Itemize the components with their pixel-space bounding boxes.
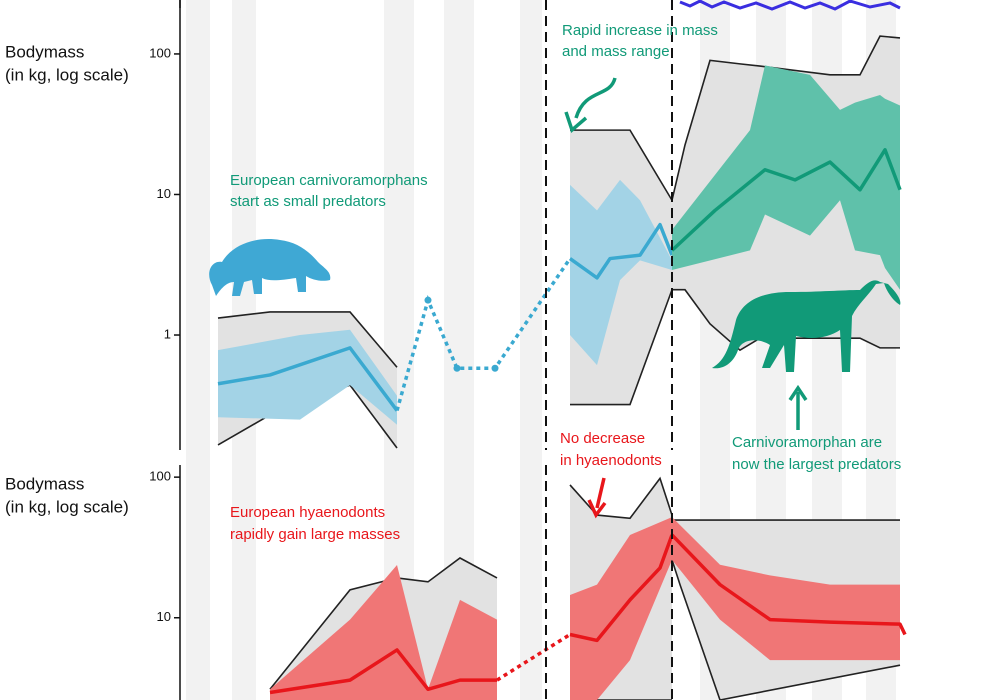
- median-line: [569, 534, 674, 643]
- median-line: [269, 648, 497, 695]
- annotation: now the largest predators: [732, 456, 901, 473]
- band-lower-edge: [570, 289, 673, 406]
- arrows: [564, 77, 808, 519]
- annotation: European carnivoramorphans: [230, 172, 428, 189]
- y-label: (in kg, log scale): [5, 65, 129, 84]
- band-upper-edge: [569, 476, 673, 520]
- median-line: [217, 346, 399, 412]
- median-line: [568, 222, 674, 280]
- y-label: (in kg, log scale): [5, 497, 129, 516]
- annotation: No decrease: [560, 430, 645, 447]
- dot: [453, 364, 461, 372]
- y-tick-label: 100: [149, 45, 171, 60]
- annotation: start as small predators: [230, 193, 386, 210]
- annotation: Carnivoramorphan are: [732, 434, 882, 451]
- panel: 10 100: [149, 465, 907, 700]
- y-tick-label: 1: [164, 326, 171, 341]
- annotation: European hyaenodonts: [230, 504, 385, 521]
- top-noise: [679, 0, 901, 11]
- band-lower-edge: [671, 559, 901, 700]
- dotted-line: [496, 633, 571, 682]
- y-tick-label: 100: [149, 469, 171, 484]
- y-tick-label: 10: [157, 609, 171, 624]
- plot-area: [217, 35, 902, 449]
- annotation: in hyaenodonts: [560, 452, 662, 469]
- dot: [491, 364, 499, 372]
- y-label: Bodymass: [5, 474, 84, 493]
- band-upper-edge: [671, 35, 901, 201]
- annotation: rapidly gain large masses: [230, 526, 400, 543]
- dotted-line: [395, 257, 572, 412]
- median-line: [670, 148, 902, 252]
- panel: 1 10 100: [149, 0, 902, 450]
- band-upper-edge: [570, 129, 673, 201]
- plot-area: [269, 476, 907, 700]
- panels: 1 10 100 10 100: [149, 0, 907, 700]
- median-line: [670, 533, 907, 636]
- annotation: and mass range: [562, 43, 670, 60]
- dot: [424, 296, 432, 304]
- range-band: [672, 517, 900, 661]
- y-tick-label: 10: [157, 186, 171, 201]
- y-label: Bodymass: [5, 42, 84, 61]
- predator-silhouette: [712, 280, 901, 372]
- band-upper-edge: [269, 557, 498, 690]
- carnivoramorph-silhouette: [209, 239, 331, 296]
- annotation: Rapid increase in mass: [562, 22, 718, 39]
- range-band: [270, 565, 497, 700]
- band-upper-edge: [217, 311, 398, 368]
- range-band: [570, 179, 672, 366]
